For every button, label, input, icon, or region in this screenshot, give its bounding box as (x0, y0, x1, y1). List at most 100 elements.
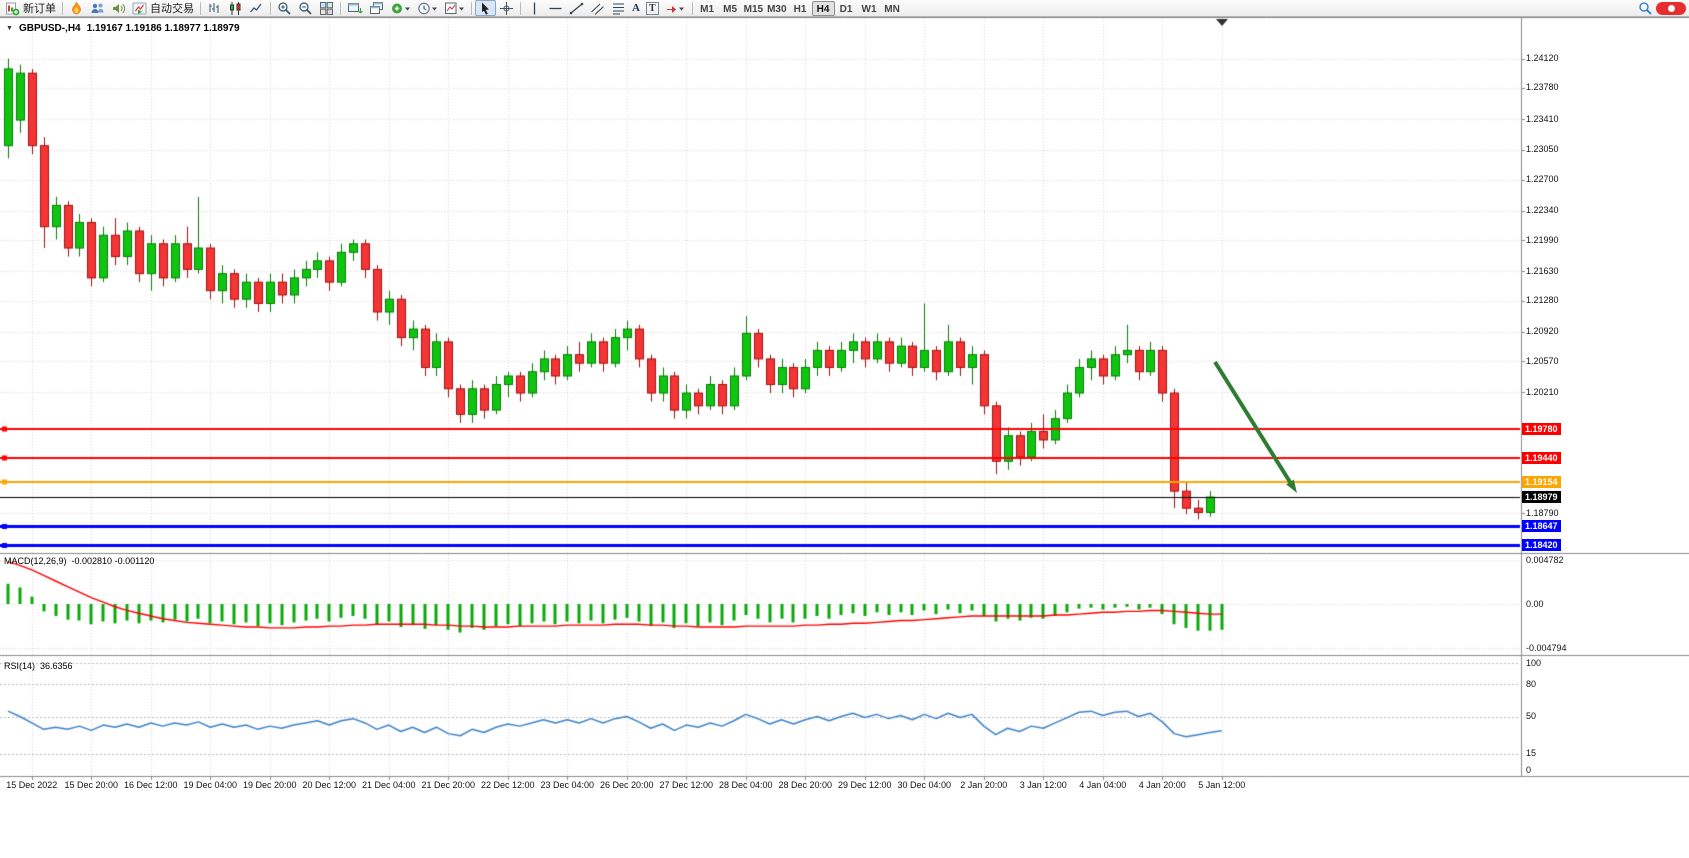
timeframe-button-m30[interactable]: M30 (765, 1, 788, 16)
time-axis-label: 16 Dec 12:00 (124, 780, 178, 790)
new-order-icon (5, 1, 20, 16)
channel-tool-button[interactable] (587, 0, 608, 16)
line-chart-mode-button[interactable] (246, 0, 267, 16)
text-tool-icon: A (632, 2, 640, 14)
channel-icon (590, 1, 605, 16)
time-axis-label: 21 Dec 20:00 (421, 780, 476, 790)
bar-chart-icon (207, 1, 222, 16)
macd-axis-label: 0.004782 (1526, 554, 1564, 565)
time-axis-label: 15 Dec 20:00 (64, 780, 119, 790)
cursor-tool-button[interactable] (475, 0, 496, 16)
price-axis-label: 1.18790 (1526, 507, 1559, 518)
add-indicator-button[interactable] (387, 0, 414, 16)
macd-name: MACD(12,26,9) (4, 556, 67, 566)
time-axis-label: 30 Dec 04:00 (897, 780, 952, 790)
price-axis-label: 1.22340 (1526, 205, 1559, 215)
timeframe-button-w1[interactable]: W1 (858, 1, 881, 16)
clock-icon (417, 1, 438, 16)
time-axis-label: 21 Dec 04:00 (362, 780, 416, 790)
timeframe-button-mn[interactable]: MN (881, 1, 904, 16)
price-line-badge: 1.19154 (1522, 476, 1561, 489)
zoom-out-button[interactable] (295, 0, 316, 16)
toolbar-separator (340, 1, 341, 15)
timeframe-button-h1[interactable]: H1 (789, 1, 812, 16)
timeframe-button-m5[interactable]: M5 (719, 1, 742, 16)
time-axis-label: 23 Dec 04:00 (540, 780, 595, 790)
label-tool-button[interactable]: T (643, 0, 662, 16)
candlestick-icon (228, 1, 243, 16)
timeframe-button-m1[interactable]: M1 (696, 1, 719, 16)
price-line-badge: 1.18647 (1522, 519, 1561, 532)
crosshair-tool-button[interactable] (496, 0, 517, 16)
community-button[interactable] (87, 0, 108, 16)
time-axis-label: 5 Jan 12:00 (1198, 780, 1246, 790)
mql5-community-button[interactable] (66, 0, 87, 16)
new-order-button[interactable]: 新订单 (2, 0, 59, 16)
arrange-window-icon (347, 1, 363, 16)
price-line-badge: 1.19780 (1522, 422, 1561, 435)
price-axis-label: 1.23410 (1526, 113, 1559, 124)
price-line-badge: 1.18420 (1522, 538, 1561, 551)
bar-chart-mode-button[interactable] (204, 0, 225, 16)
price-axis-label: 1.24120 (1526, 53, 1559, 64)
time-axis-label: 20 Dec 12:00 (302, 780, 357, 790)
auto-trading-label: 自动交易 (150, 3, 194, 15)
price-axis-label: 1.20210 (1526, 386, 1559, 397)
chart-window: ▼ GBPUSD-,H4 1.19167 1.19186 1.18977 1.1… (0, 17, 1689, 858)
text-tool-button[interactable]: A (629, 0, 643, 16)
arrows-tool-button[interactable] (662, 0, 689, 16)
toolbar-separator (200, 1, 201, 15)
horizontal-line-tool-button[interactable] (545, 0, 566, 16)
signals-button[interactable] (108, 0, 129, 16)
time-axis-label: 28 Dec 04:00 (719, 780, 773, 790)
template-chart-icon (444, 1, 465, 16)
toolbar-separator (471, 1, 472, 15)
macd-axis-label: -0.004794 (1526, 642, 1567, 653)
auto-trading-button[interactable]: 自动交易 (129, 0, 197, 16)
time-axis-label: 27 Dec 12:00 (659, 780, 714, 790)
price-axis-label: 1.21990 (1526, 234, 1559, 245)
time-axis-label: 22 Dec 12:00 (481, 780, 535, 790)
rsi-axis-label: 80 (1526, 678, 1537, 689)
label-tool-icon: T (645, 1, 659, 15)
rsi-indicator-label: RSI(14) 36.6356 (4, 661, 73, 671)
macd-values: -0.002810 -0.001120 (71, 556, 155, 566)
time-axis-label: 15 Dec 2022 (6, 780, 58, 790)
new-order-label: 新订单 (23, 3, 56, 15)
time-axis-label: 4 Jan 04:00 (1079, 780, 1127, 790)
periods-button[interactable] (414, 0, 441, 16)
notification-badge[interactable] (1656, 1, 1686, 15)
zoom-in-button[interactable] (274, 0, 295, 16)
timeframe-button-m15[interactable]: M15 (742, 1, 765, 16)
price-line-badge: 1.19440 (1522, 451, 1561, 464)
macd-indicator-label: MACD(12,26,9) -0.002810 -0.001120 (4, 556, 154, 566)
tile-windows-button[interactable] (316, 0, 337, 16)
time-axis-label: 3 Jan 12:00 (1019, 780, 1067, 790)
vertical-line-tool-button[interactable] (524, 0, 545, 16)
trendline-tool-button[interactable] (566, 0, 587, 16)
rsi-axis-label: 0 (1526, 764, 1532, 775)
timeframe-button-d1[interactable]: D1 (835, 1, 858, 16)
time-axis-label: 28 Dec 20:00 (778, 780, 833, 790)
cascade-windows-button[interactable] (366, 0, 387, 16)
price-chart-canvas[interactable] (0, 17, 1689, 858)
chart-title-row: ▼ GBPUSD-,H4 1.19167 1.19186 1.18977 1.1… (6, 23, 240, 34)
auto-arrange-button[interactable] (344, 0, 366, 16)
timeframe-button-h4[interactable]: H4 (811, 0, 835, 16)
price-axis-label: 1.21280 (1526, 295, 1559, 306)
templates-button[interactable] (441, 0, 468, 16)
fibonacci-icon (611, 1, 626, 16)
time-axis-label: 4 Jan 20:00 (1138, 780, 1186, 790)
candlestick-mode-button[interactable] (225, 0, 246, 16)
time-axis-label: 26 Dec 20:00 (600, 780, 654, 790)
tile-windows-icon (319, 1, 334, 16)
fibonacci-tool-button[interactable] (608, 0, 629, 16)
notification-dot-icon (1667, 4, 1675, 12)
collapse-triangle-icon[interactable]: ▼ (6, 25, 13, 32)
time-axis-label: 19 Dec 04:00 (183, 780, 238, 790)
rsi-axis-label: 50 (1526, 711, 1537, 721)
price-axis-label: 1.23050 (1526, 144, 1559, 155)
toolbar: 新订单 自动交易 A T M1 M5 M15 M30 H1 H4 D1 W1 M… (0, 0, 1689, 17)
toolbar-separator (62, 1, 63, 15)
search-button[interactable] (1635, 0, 1656, 16)
